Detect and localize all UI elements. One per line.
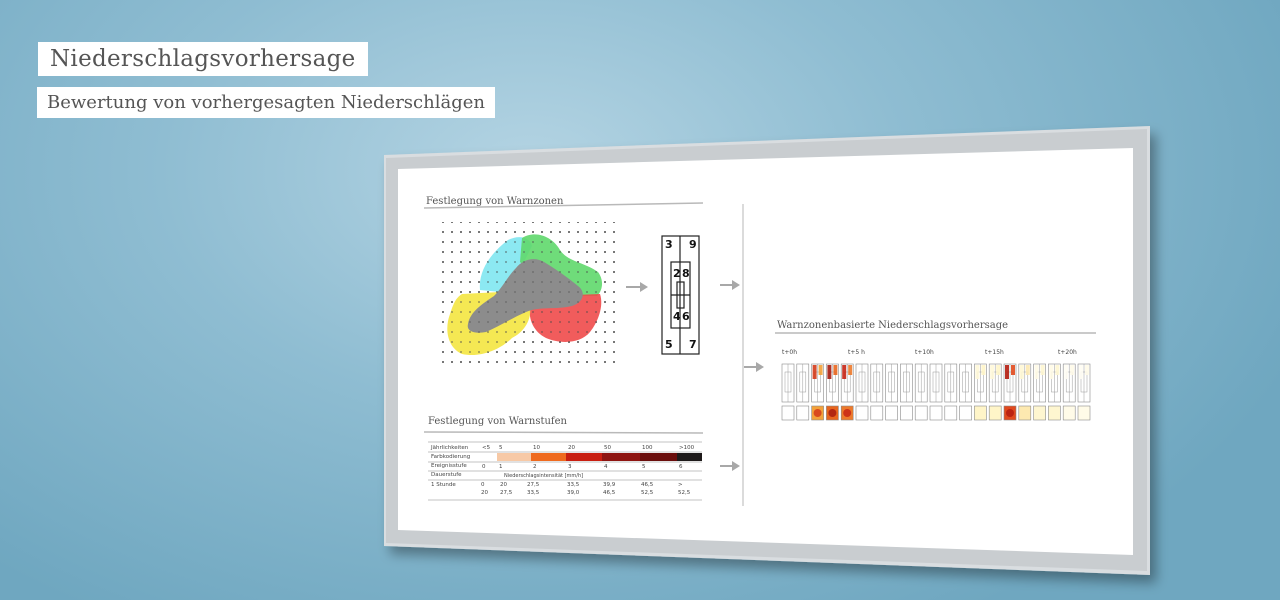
intensity-from-cell: 39,9 <box>603 482 616 488</box>
page-subtitle: Bewertung von vorhergesagten Niederschlä… <box>37 87 495 118</box>
time-label: t+20h <box>1058 349 1077 356</box>
forecast-cell <box>1018 363 1032 421</box>
arrow-1 <box>626 282 648 292</box>
return-period-cell: <5 <box>482 445 491 451</box>
zone-number: 2 <box>673 267 681 280</box>
arrow-4 <box>720 461 740 471</box>
arrow-2 <box>720 280 740 290</box>
page-title: Niederschlagsvorhersage <box>38 42 368 76</box>
intensity-to-cell: 20 <box>481 490 488 496</box>
event-level-cell: 0 <box>482 464 486 470</box>
forecast-cell <box>929 363 943 421</box>
forecast-cell <box>1003 363 1017 421</box>
forecast-cell <box>781 363 795 421</box>
intensity-header: Niederschlagsintensität [mm/h] <box>504 473 583 479</box>
forecast-cell <box>914 363 928 421</box>
return-period-cell: 50 <box>604 445 611 451</box>
color-code-cell <box>480 453 497 461</box>
event-level-cell: 4 <box>604 464 608 470</box>
intensity-from-cell: 0 <box>481 482 485 488</box>
zone-number: 8 <box>682 267 690 280</box>
forecast-cell <box>811 363 824 421</box>
intensity-from-cell: > <box>678 482 683 488</box>
table-row-label: Farbkodierung <box>431 454 470 460</box>
time-label: t+5 h <box>848 349 865 356</box>
table-row-label: Dauerstufe <box>431 472 462 478</box>
section-levels-title: Festlegung von Warnstufen <box>428 416 568 427</box>
return-period-cell: 20 <box>568 445 575 451</box>
time-label: t+0h <box>782 349 797 356</box>
forecast-cell <box>840 363 854 421</box>
zone-number: 6 <box>682 310 690 323</box>
intensity-to-cell: 39,0 <box>567 490 580 496</box>
forecast-cell <box>885 363 898 421</box>
forecast-cell <box>988 363 1002 421</box>
intensity-to-cell: 52,5 <box>641 490 654 496</box>
intensity-from-cell: 33,5 <box>567 482 580 488</box>
intensity-to-cell: 52,5 <box>678 490 691 496</box>
event-level-cell: 1 <box>499 464 503 470</box>
color-code-cell <box>640 453 677 461</box>
zone-schematic <box>661 235 700 355</box>
time-label: t+15h <box>985 349 1004 356</box>
section-zones-title: Festlegung von Warnzonen <box>426 196 564 207</box>
intensity-from-cell: 46,5 <box>641 482 654 488</box>
section-forecast-title: Warnzonenbasierte Niederschlagsvorhersag… <box>777 320 1008 331</box>
forecast-cell <box>826 363 839 421</box>
forecast-cell <box>959 363 972 421</box>
forecast-cell <box>796 363 810 421</box>
event-level-cell: 3 <box>568 464 572 470</box>
warning-zone-map <box>438 222 616 368</box>
zone-number: 3 <box>665 238 673 251</box>
forecast-cell <box>900 363 913 421</box>
time-label: t+10h <box>915 349 934 356</box>
forecast-cell <box>944 363 958 421</box>
color-code-cell <box>497 453 531 461</box>
intensity-from-cell: 20 <box>500 482 507 488</box>
return-period-cell: >100 <box>679 445 695 451</box>
color-code-cell <box>531 453 566 461</box>
forecast-cell <box>1033 363 1046 421</box>
table-row-label: Ereignisstufe <box>431 463 467 469</box>
forecast-cell <box>1062 363 1076 421</box>
forecast-strip <box>781 363 1091 421</box>
forecast-cell <box>855 363 869 421</box>
forecast-cell <box>1048 363 1061 421</box>
zone-number: 7 <box>689 338 697 351</box>
color-code-cell <box>602 453 640 461</box>
intensity-to-cell: 33,5 <box>527 490 540 496</box>
forecast-cell <box>870 363 884 421</box>
color-code-cell <box>566 453 602 461</box>
table-row-label: Jährlichkeiten <box>430 445 469 451</box>
intensity-from-cell: 27,5 <box>527 482 540 488</box>
event-level-cell: 6 <box>679 464 683 470</box>
return-period-cell: 10 <box>533 445 540 451</box>
return-period-cell: 100 <box>642 445 653 451</box>
zone-number: 4 <box>673 310 681 323</box>
intensity-to-cell: 27,5 <box>500 490 513 496</box>
intensity-to-cell: 46,5 <box>603 490 616 496</box>
table-row-label: 1 Stunde <box>431 482 456 488</box>
warning-level-table: Jährlichkeiten Farbkodierung Ereignisstufe… <box>428 441 702 501</box>
event-level-cell: 5 <box>642 464 646 470</box>
return-period-cell: 5 <box>499 445 503 451</box>
forecast-cell <box>1077 363 1091 421</box>
arrow-3 <box>744 362 764 372</box>
event-level-cell: 2 <box>533 464 537 470</box>
zone-number: 5 <box>665 338 673 351</box>
forecast-cell <box>974 363 987 421</box>
color-code-cell <box>677 453 702 461</box>
zone-number: 9 <box>689 238 697 251</box>
